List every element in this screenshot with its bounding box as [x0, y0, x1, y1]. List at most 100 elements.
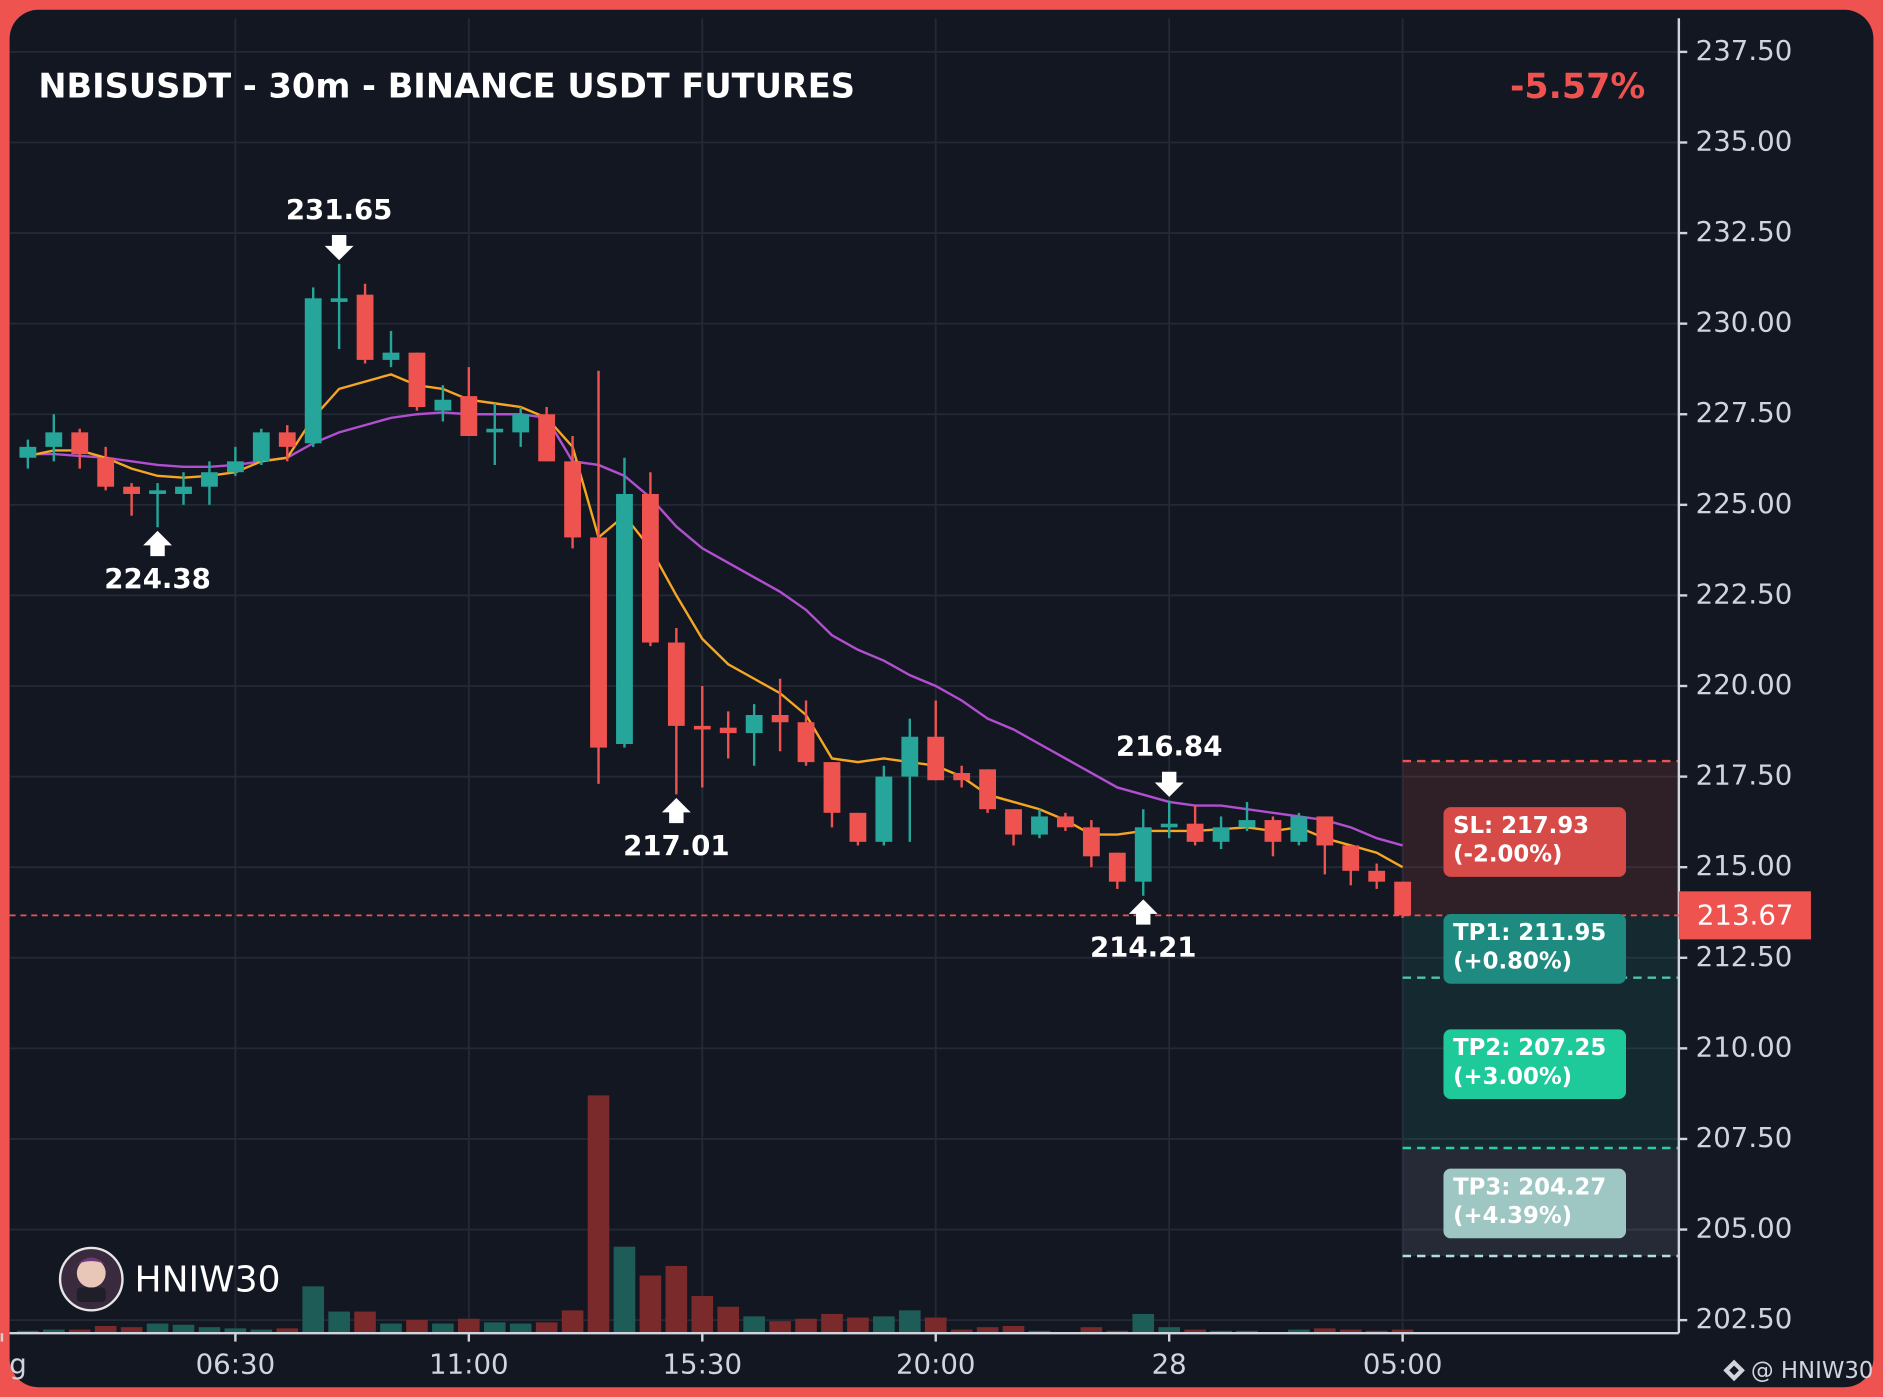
volume-bar: [94, 1325, 117, 1334]
candle-body: [927, 736, 945, 781]
volume-bar: [432, 1323, 454, 1334]
y-tick-label: 225.00: [1696, 487, 1793, 520]
volume-bar: [509, 1323, 532, 1334]
level-box: [1443, 1029, 1627, 1099]
annotation-label: 216.84: [1116, 730, 1223, 763]
level-box: [1443, 807, 1627, 877]
candle-body: [1005, 809, 1022, 835]
volume-bar: [302, 1286, 325, 1334]
candle-body: [149, 490, 166, 494]
y-tick-label: 232.50: [1696, 215, 1793, 248]
candle-body: [304, 298, 322, 444]
candle-body: [564, 461, 581, 538]
level-change: (+4.39%): [1453, 1203, 1572, 1229]
y-tick-label: 202.50: [1696, 1302, 1793, 1335]
candle-body: [97, 457, 115, 487]
candle-body: [330, 298, 348, 302]
annotation-label: 224.38: [104, 562, 211, 595]
level-label: SL: 217.93: [1453, 813, 1589, 839]
volume-bar: [847, 1317, 869, 1334]
candle-body: [693, 725, 711, 730]
volume-bar: [873, 1316, 895, 1334]
candle-body: [1186, 823, 1204, 842]
volume-bar: [380, 1323, 402, 1334]
candle-body: [771, 714, 789, 723]
last-price-label: 213.67: [1697, 899, 1794, 932]
volume-bar: [328, 1311, 350, 1334]
volume-bar: [483, 1322, 506, 1334]
candle-body: [797, 722, 815, 763]
candle-body: [71, 432, 89, 455]
volume-bar: [924, 1317, 947, 1334]
candle-body: [512, 414, 530, 433]
moving-average-line: [27, 373, 1404, 869]
candle-body: [1238, 820, 1256, 828]
candle-body: [823, 762, 841, 813]
annotation-label: 214.21: [1090, 931, 1197, 964]
volume-bar: [976, 1327, 999, 1334]
x-tick-label: g: [9, 1348, 27, 1381]
volume-bar: [1288, 1329, 1310, 1334]
candle-body: [252, 432, 270, 462]
candle-body: [1031, 816, 1048, 835]
candle-body: [1394, 881, 1412, 916]
volume-bar: [717, 1306, 740, 1334]
volume-bar: [535, 1322, 558, 1334]
candle-body: [1057, 816, 1074, 828]
y-tick-label: 227.50: [1696, 396, 1793, 429]
volume-bar: [276, 1328, 299, 1334]
candle-body: [745, 714, 763, 734]
candle-body: [1342, 845, 1360, 871]
volume-bar: [1391, 1329, 1414, 1334]
candle-body: [875, 776, 893, 842]
candle-body: [719, 727, 737, 734]
y-tick-label: 207.50: [1696, 1121, 1793, 1154]
volume-bar: [950, 1329, 973, 1334]
avatar: [58, 1246, 124, 1312]
volume-bar: [691, 1295, 714, 1334]
y-tick-label: 220.00: [1696, 668, 1793, 701]
candle-body: [460, 396, 478, 436]
level-change: (-2.00%): [1453, 842, 1562, 868]
candle-body: [590, 537, 607, 748]
y-tick-label: 205.00: [1696, 1212, 1793, 1245]
volume-bar: [613, 1246, 636, 1334]
x-tick-label: 20:00: [896, 1348, 976, 1381]
candle-body: [1368, 870, 1386, 882]
y-tick-label: 215.00: [1696, 849, 1793, 882]
volume-bar: [354, 1311, 376, 1334]
candle-body: [382, 352, 400, 360]
volume-bar: [795, 1318, 817, 1334]
x-tick-label: 28: [1152, 1348, 1187, 1381]
candle-body: [1212, 827, 1230, 842]
volume-bar: [1002, 1325, 1025, 1334]
volume-bar: [898, 1310, 921, 1334]
y-tick-label: 217.50: [1696, 759, 1793, 792]
candle-body: [434, 399, 452, 411]
volume-bar: [665, 1265, 688, 1334]
annotation-arrow: [1128, 899, 1158, 925]
volume-bar: [1184, 1329, 1206, 1334]
candle-body: [226, 461, 244, 473]
volume-bar: [68, 1329, 91, 1334]
y-tick-label: 237.50: [1696, 34, 1793, 67]
candle-body: [901, 736, 919, 777]
candle-body: [1108, 852, 1126, 882]
x-tick-label: 15:30: [662, 1348, 742, 1381]
candle-body: [1316, 816, 1334, 846]
last-price-box: [1678, 891, 1811, 940]
candle-body: [1134, 827, 1152, 882]
candle-body: [953, 772, 971, 781]
volume-bar: [42, 1329, 65, 1334]
candle-body: [175, 486, 192, 494]
chart-background: [9, 9, 1874, 1388]
candle-body: [667, 642, 685, 726]
candle-body: [201, 472, 218, 487]
volume-bar: [1132, 1313, 1155, 1334]
change-percent: -5.57%: [1510, 67, 1645, 107]
y-tick-label: 235.00: [1696, 124, 1793, 157]
volume-bar: [224, 1328, 247, 1334]
y-tick-label: 212.50: [1696, 940, 1793, 973]
y-tick-label: 210.00: [1696, 1030, 1793, 1063]
